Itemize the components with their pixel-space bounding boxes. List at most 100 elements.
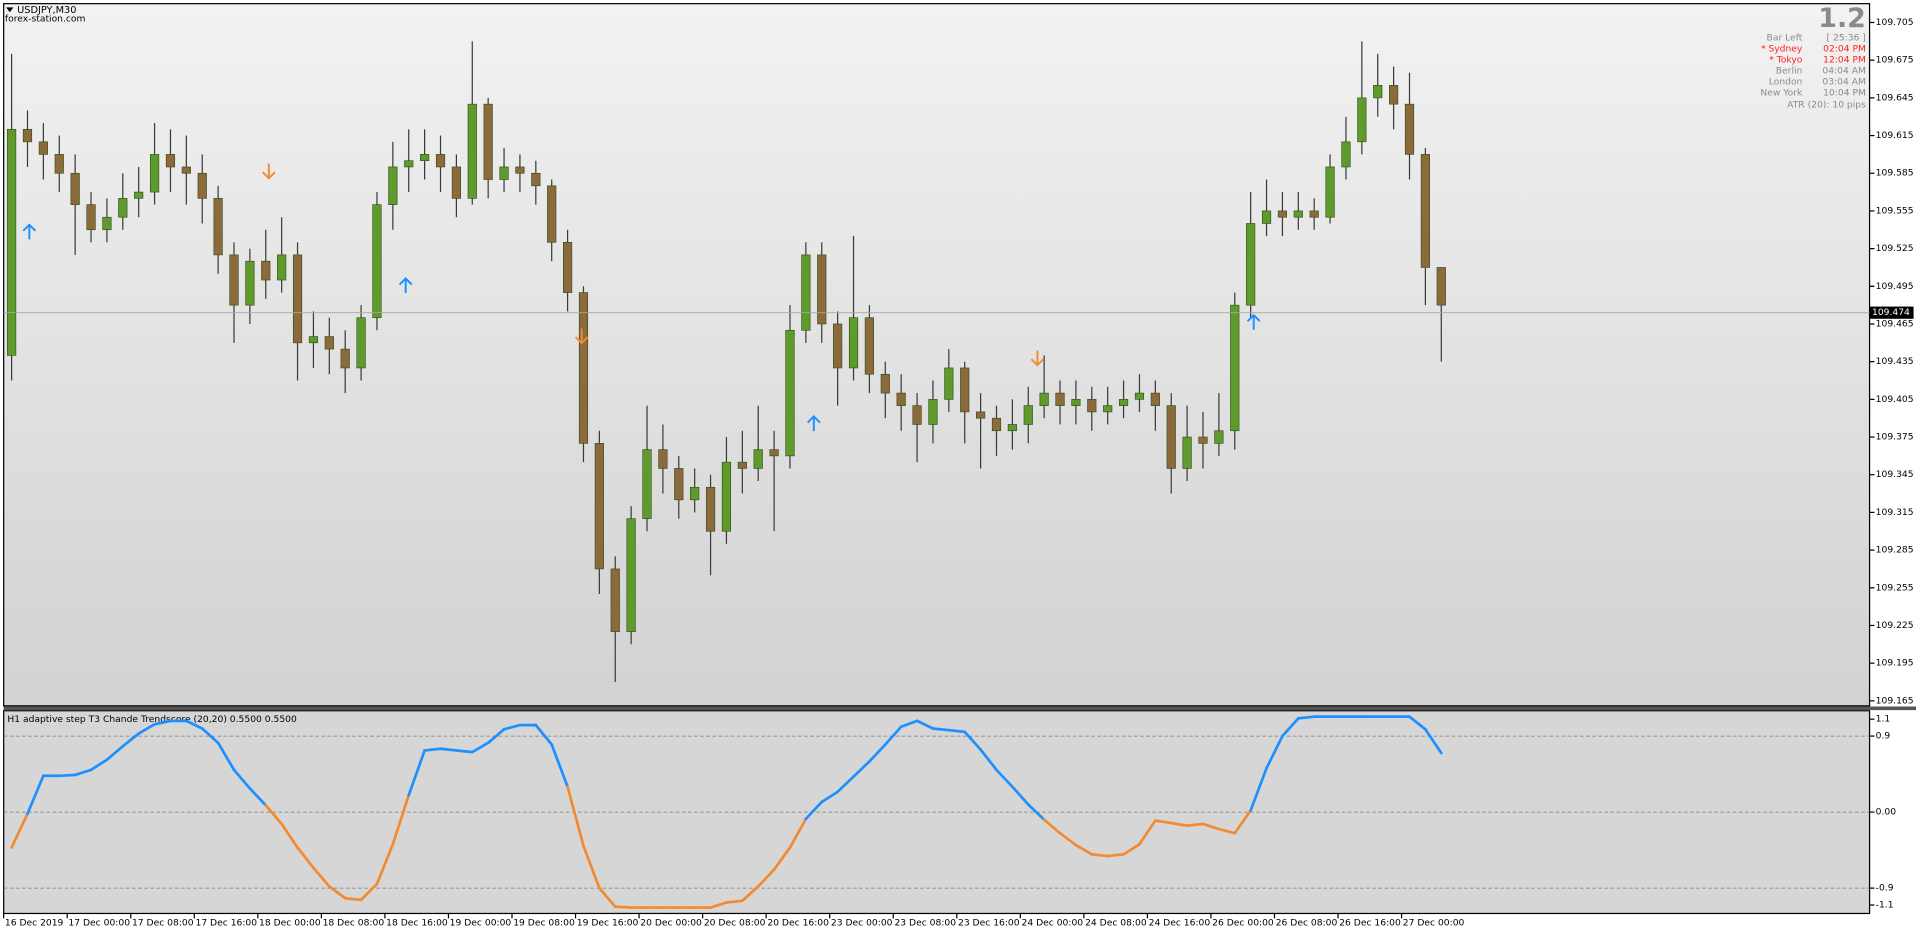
candle-body bbox=[1071, 399, 1081, 406]
candle-body bbox=[292, 254, 303, 344]
candle-body bbox=[1166, 405, 1176, 469]
candle-body bbox=[642, 449, 652, 519]
candle-body bbox=[1023, 405, 1033, 425]
candle-body bbox=[340, 348, 350, 369]
candle-body bbox=[197, 172, 207, 199]
x-tick-label: 24 Dec 00:00 bbox=[1022, 918, 1084, 929]
candle-body bbox=[404, 160, 414, 168]
x-tick-label: 26 Dec 16:00 bbox=[1339, 918, 1401, 929]
buy-arrow bbox=[1246, 313, 1261, 330]
candle-body bbox=[38, 141, 48, 155]
x-tick-label: 20 Dec 00:00 bbox=[640, 918, 702, 929]
trendscore-line bbox=[709, 901, 728, 909]
x-tick-label: 18 Dec 00:00 bbox=[259, 918, 321, 929]
trendscore-line bbox=[1011, 785, 1030, 806]
trendscore-line bbox=[1217, 827, 1237, 835]
candle-body bbox=[785, 329, 795, 457]
candle-body bbox=[801, 254, 811, 331]
trendscore-line bbox=[470, 741, 490, 754]
candle-body bbox=[451, 166, 461, 199]
candle-body bbox=[324, 336, 334, 350]
candle-body bbox=[1325, 166, 1335, 218]
y-tick-label: 0.00 bbox=[1876, 807, 1897, 818]
candle-body bbox=[149, 154, 160, 193]
candle-body bbox=[1134, 392, 1145, 400]
x-tick-label: 23 Dec 08:00 bbox=[894, 918, 956, 929]
y-tick-label: 109.345 bbox=[1876, 469, 1914, 480]
candle-body bbox=[134, 191, 144, 199]
candle-body bbox=[737, 461, 747, 469]
trendscore-line bbox=[423, 747, 442, 752]
candle-body bbox=[864, 317, 874, 375]
y-tick-label: 109.315 bbox=[1876, 507, 1914, 518]
info-value: [ 25:36 ] bbox=[1827, 32, 1866, 43]
y-tick-label: 109.495 bbox=[1876, 281, 1914, 292]
trendscore-line bbox=[740, 885, 760, 903]
candle-body bbox=[976, 411, 986, 419]
candle-body bbox=[22, 128, 33, 143]
x-tick-label: 16 Dec 2019 bbox=[5, 918, 64, 929]
trendscore-line bbox=[1185, 822, 1205, 827]
candle-body bbox=[880, 373, 890, 394]
trendscore-line bbox=[26, 774, 45, 816]
y-tick-label: 109.225 bbox=[1876, 620, 1914, 631]
x-tick-label: 18 Dec 08:00 bbox=[323, 918, 385, 929]
trendscore-line bbox=[343, 896, 363, 902]
trendscore-line bbox=[185, 719, 204, 730]
candle-body bbox=[658, 449, 668, 469]
trendscore-line bbox=[915, 719, 935, 730]
trendscore-line bbox=[359, 882, 379, 902]
info-label: * Tokyo bbox=[1769, 54, 1803, 65]
trendscore-line bbox=[788, 817, 808, 849]
trendscore-line bbox=[1153, 819, 1173, 825]
y-tick-label: 109.465 bbox=[1876, 318, 1914, 329]
candle-body bbox=[1246, 223, 1256, 306]
info-label: New York bbox=[1760, 87, 1803, 98]
candle-body bbox=[1261, 210, 1272, 224]
trendscore-line bbox=[1281, 716, 1300, 738]
trendscore-line bbox=[868, 743, 887, 763]
candle-body bbox=[690, 486, 700, 501]
y-tick-label: 109.255 bbox=[1876, 582, 1914, 593]
candle-body bbox=[833, 323, 843, 369]
trendscore-line bbox=[550, 743, 569, 789]
candle-body bbox=[483, 103, 493, 180]
candle-body bbox=[1373, 85, 1383, 99]
candle-body bbox=[531, 172, 541, 187]
menu-triangle[interactable] bbox=[6, 7, 14, 13]
candle-body bbox=[1103, 405, 1113, 413]
trendscore-line bbox=[121, 732, 141, 748]
symbol-title: USDJPY,M30 bbox=[17, 5, 76, 16]
trendscore-line bbox=[899, 719, 919, 729]
y-tick-label: 109.405 bbox=[1876, 394, 1914, 405]
candle-body bbox=[1357, 97, 1367, 143]
trendscore-line bbox=[200, 727, 220, 745]
trendscore-line bbox=[57, 773, 77, 778]
trendscore-line bbox=[995, 768, 1014, 789]
y-tick-label: 109.675 bbox=[1876, 55, 1914, 66]
candle-body bbox=[753, 449, 763, 469]
price-panel bbox=[3, 3, 1871, 707]
trendscore-line bbox=[502, 723, 522, 731]
trendscore-line bbox=[836, 775, 855, 794]
trendscore-line bbox=[73, 768, 93, 777]
candle-body bbox=[435, 154, 446, 168]
candle-body bbox=[944, 367, 954, 400]
trendscore-line bbox=[772, 846, 792, 871]
trendscore-line bbox=[1138, 819, 1157, 846]
trendscore-line bbox=[232, 768, 252, 790]
candle-body bbox=[960, 367, 970, 413]
candle-body bbox=[1293, 210, 1303, 218]
x-tick-label: 18 Dec 16:00 bbox=[386, 918, 448, 929]
candle-body bbox=[1277, 210, 1288, 218]
y-tick-label: 0.9 bbox=[1876, 731, 1891, 742]
trendscore-line bbox=[153, 719, 172, 726]
candle-body bbox=[626, 518, 636, 633]
trendscore-line bbox=[598, 886, 617, 909]
x-tick-label: 26 Dec 00:00 bbox=[1212, 918, 1274, 929]
y-tick-label: 109.615 bbox=[1876, 130, 1914, 141]
trendscore-line bbox=[1122, 842, 1141, 856]
y-tick-label: 109.375 bbox=[1876, 432, 1914, 443]
candle-body bbox=[372, 204, 382, 319]
